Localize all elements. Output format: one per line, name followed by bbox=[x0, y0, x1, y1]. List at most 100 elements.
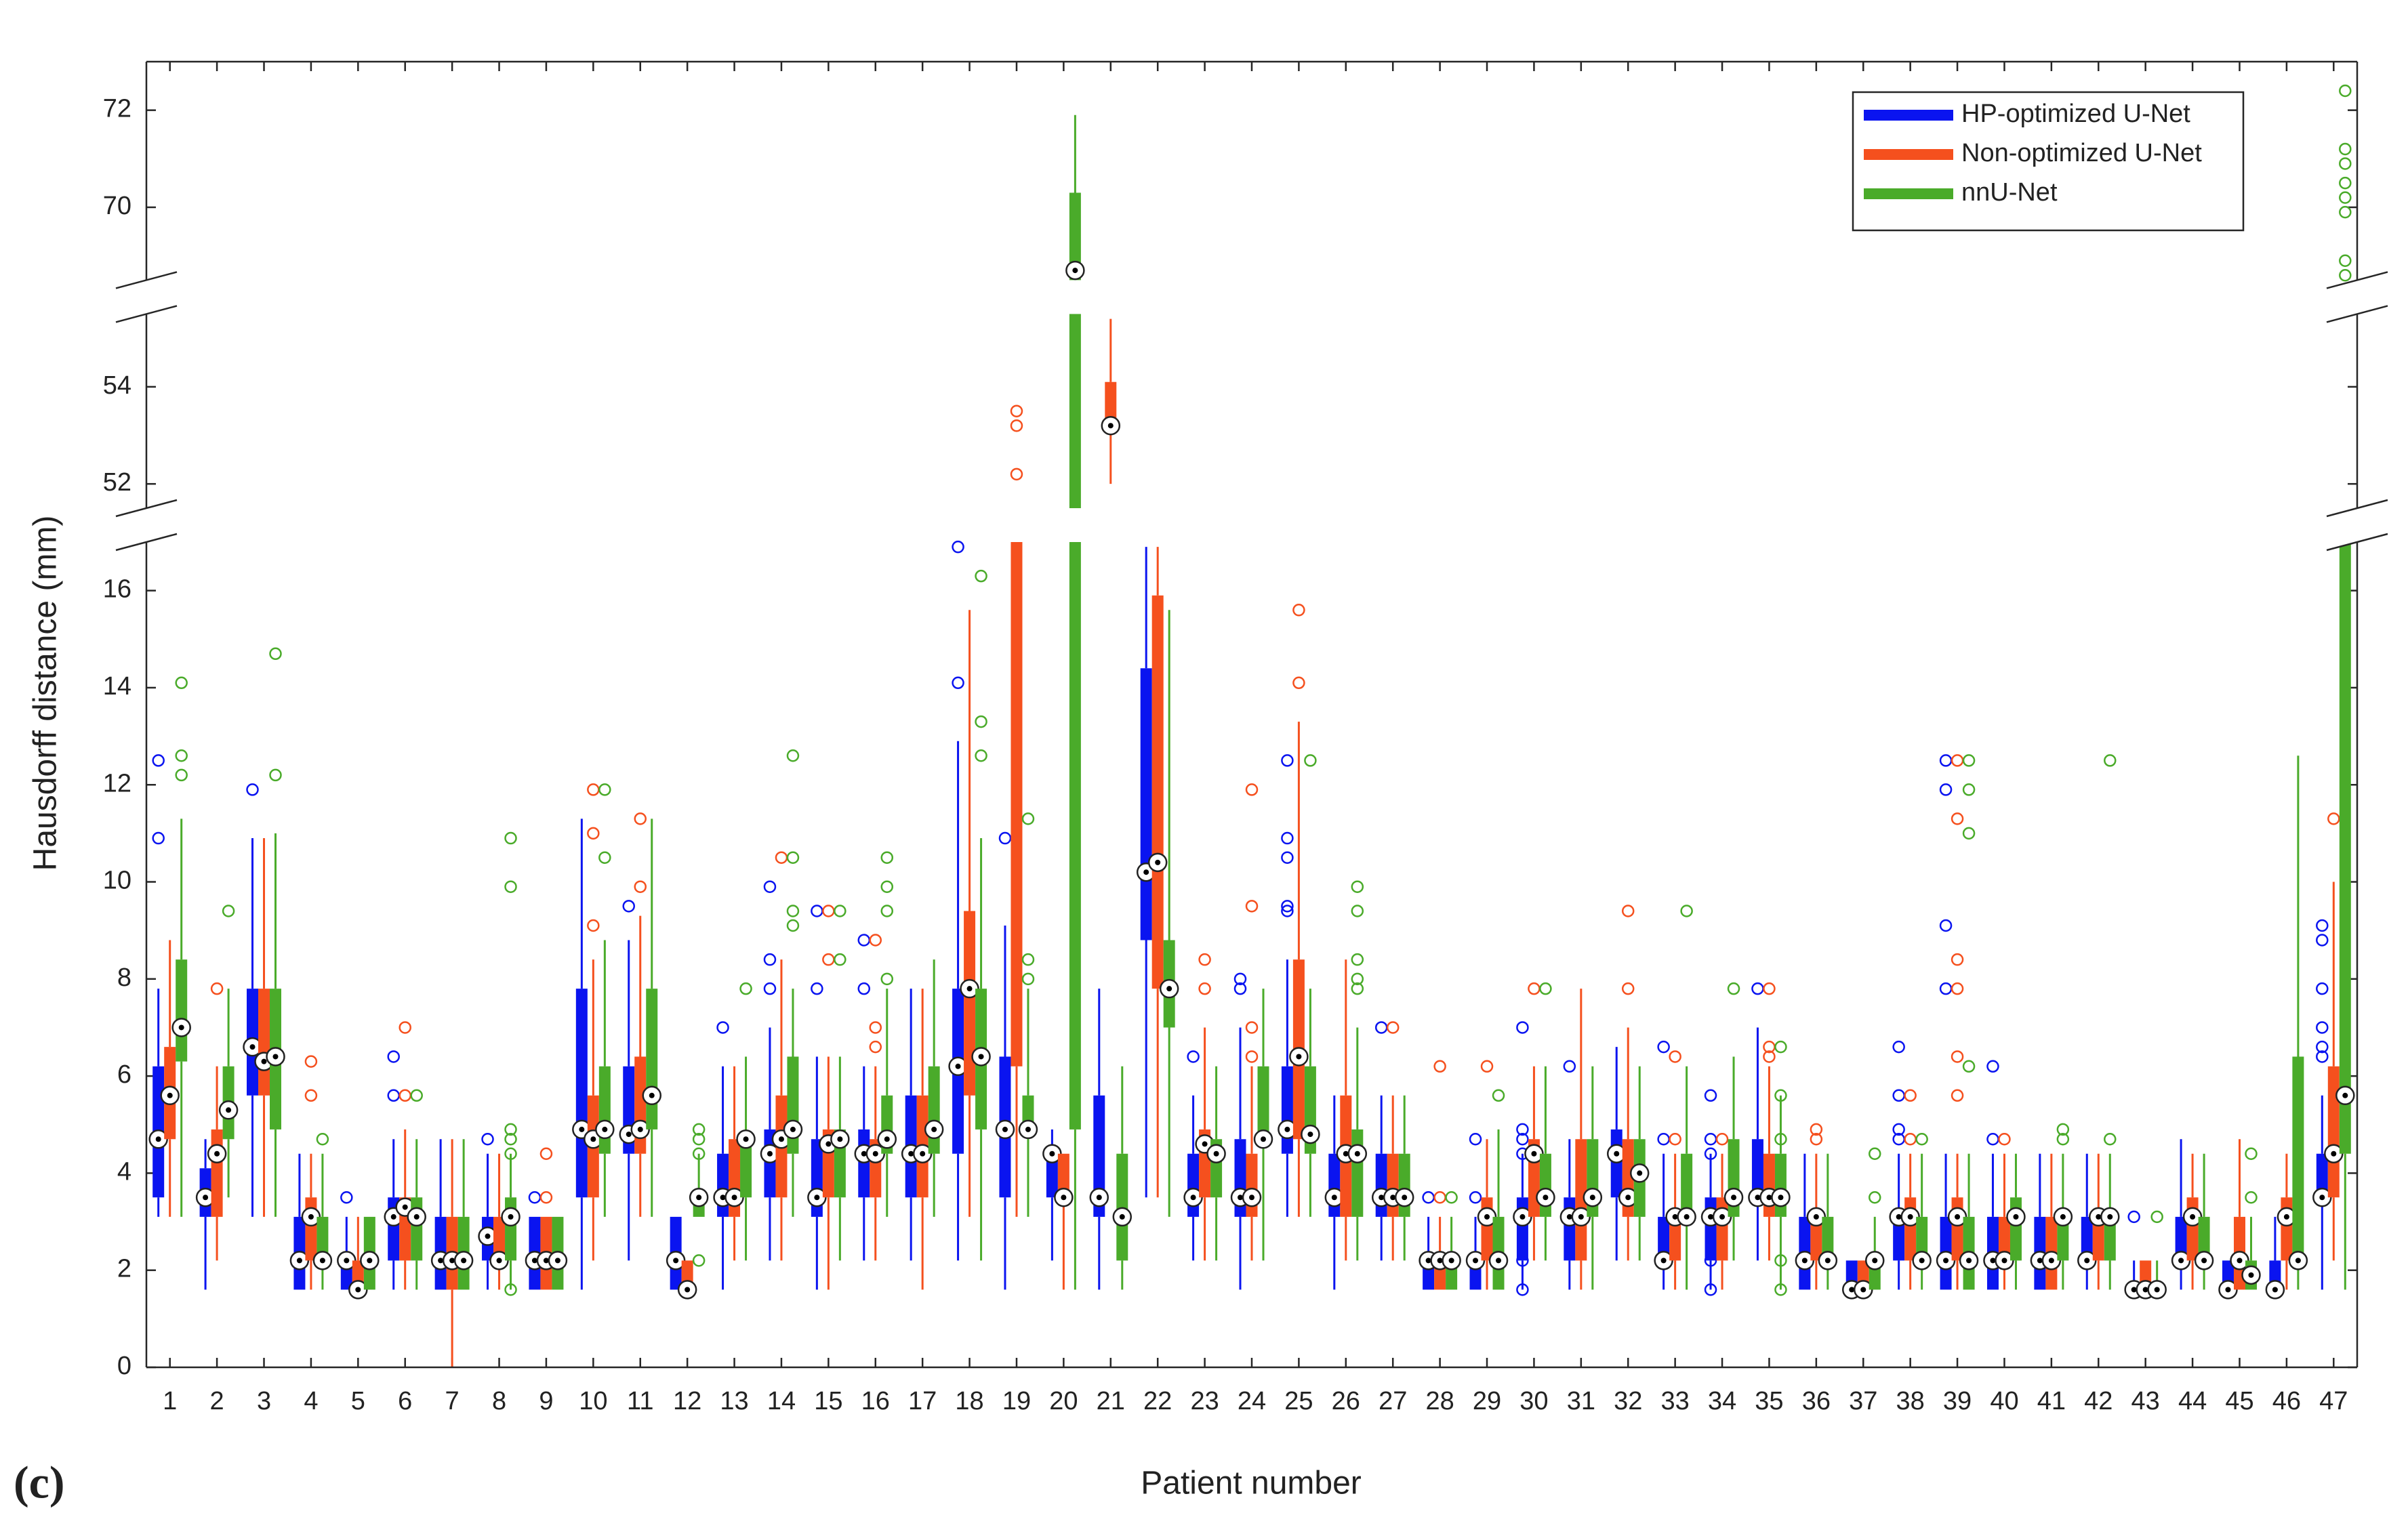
median-dot bbox=[1049, 1150, 1055, 1157]
median-dot bbox=[2096, 1214, 2102, 1220]
outlier bbox=[880, 905, 894, 917]
median-dot bbox=[1025, 1126, 1031, 1132]
outlier bbox=[692, 1133, 706, 1146]
outlier bbox=[504, 831, 517, 845]
median-dot bbox=[402, 1204, 408, 1210]
outlier bbox=[1374, 1021, 1388, 1034]
box bbox=[1375, 1153, 1387, 1217]
x-tick-label: 42 bbox=[2084, 1387, 2113, 1415]
outlier bbox=[1774, 1254, 1787, 1267]
box bbox=[1564, 1197, 1576, 1261]
x-tick-label: 41 bbox=[2037, 1387, 2066, 1415]
median-dot bbox=[778, 1136, 784, 1142]
box bbox=[211, 1129, 223, 1217]
outlier bbox=[1021, 812, 1035, 825]
x-tick-label: 26 bbox=[1332, 1387, 1360, 1415]
median-dot bbox=[390, 1214, 396, 1220]
box bbox=[1387, 1153, 1399, 1217]
box bbox=[2198, 1216, 2210, 1261]
median-dot bbox=[1778, 1195, 1784, 1201]
median-dot bbox=[1990, 1258, 1996, 1264]
outlier bbox=[399, 1021, 411, 1034]
median-dot bbox=[1331, 1195, 1337, 1201]
outlier bbox=[880, 851, 894, 864]
outlier bbox=[763, 982, 777, 995]
outlier bbox=[1245, 1021, 1259, 1034]
outlier bbox=[1198, 982, 1211, 995]
outlier bbox=[504, 880, 517, 893]
box bbox=[258, 989, 270, 1096]
median-dot bbox=[720, 1195, 726, 1201]
median-dot bbox=[1213, 1150, 1219, 1157]
outlier bbox=[786, 919, 800, 932]
median-dot bbox=[2331, 1150, 2337, 1157]
y-tick-label: 70 bbox=[103, 192, 131, 220]
outlier bbox=[834, 905, 846, 917]
x-tick-label: 19 bbox=[1002, 1387, 1031, 1415]
outlier bbox=[175, 676, 188, 690]
outlier bbox=[1951, 1089, 1964, 1102]
median-dot bbox=[2201, 1258, 2207, 1264]
outlier bbox=[692, 1123, 706, 1136]
outlier bbox=[716, 1021, 729, 1034]
outlier bbox=[175, 768, 188, 782]
median-dot bbox=[554, 1258, 560, 1264]
y-tick-label: 52 bbox=[103, 468, 131, 497]
outlier bbox=[2316, 919, 2329, 932]
x-tick-label: 2 bbox=[210, 1387, 224, 1415]
box bbox=[505, 1197, 517, 1261]
median-dot bbox=[1155, 859, 1161, 865]
y-tick-label: 14 bbox=[103, 672, 131, 701]
median-dot bbox=[155, 1136, 161, 1142]
median-dot bbox=[1860, 1287, 1866, 1293]
median-dot bbox=[1425, 1258, 1431, 1264]
box bbox=[2327, 1066, 2340, 1198]
median-dot bbox=[226, 1107, 232, 1113]
outlier bbox=[1010, 405, 1023, 417]
outlier bbox=[869, 1040, 882, 1054]
outlier bbox=[2316, 1021, 2329, 1034]
median-dot bbox=[1966, 1258, 1972, 1264]
median-dot bbox=[1943, 1258, 1949, 1264]
box bbox=[1810, 1216, 1822, 1261]
box bbox=[1904, 1197, 1917, 1261]
outlier bbox=[410, 1089, 423, 1102]
box bbox=[2081, 1216, 2093, 1261]
outlier bbox=[775, 851, 788, 864]
box bbox=[2339, 542, 2351, 1154]
outlier bbox=[634, 812, 647, 825]
median-dot bbox=[872, 1150, 878, 1157]
outlier bbox=[2316, 1050, 2329, 1063]
outlier bbox=[811, 905, 823, 917]
box bbox=[1951, 1197, 1963, 1261]
median-dot bbox=[1390, 1195, 1396, 1201]
median-dot bbox=[485, 1233, 491, 1239]
x-tick-label: 43 bbox=[2131, 1387, 2160, 1415]
outlier bbox=[1939, 754, 1953, 767]
outlier bbox=[786, 749, 800, 762]
outlier bbox=[692, 1147, 706, 1161]
median-dot bbox=[1096, 1195, 1102, 1201]
x-tick-label: 37 bbox=[1849, 1387, 1877, 1415]
median-dot bbox=[2154, 1287, 2160, 1293]
outlier bbox=[811, 982, 823, 995]
median-dot bbox=[1437, 1258, 1443, 1264]
median-dot bbox=[1919, 1258, 1925, 1264]
outlier bbox=[1516, 1254, 1529, 1267]
box bbox=[2292, 1056, 2304, 1261]
outlier bbox=[1010, 468, 1023, 481]
outlier bbox=[1492, 1089, 1505, 1102]
box bbox=[1187, 1153, 1200, 1217]
outlier bbox=[1704, 1147, 1717, 1161]
box bbox=[646, 989, 658, 1129]
median-dot bbox=[602, 1126, 608, 1132]
legend-label: HP-optimized U-Net bbox=[1961, 100, 2190, 128]
box bbox=[634, 1056, 647, 1154]
median-dot bbox=[1107, 423, 1114, 429]
median-dot bbox=[543, 1258, 549, 1264]
median-dot bbox=[2048, 1258, 2054, 1264]
box bbox=[2175, 1216, 2187, 1261]
median-dot bbox=[272, 1054, 279, 1060]
box bbox=[2281, 1197, 2293, 1261]
y-tick-label: 8 bbox=[117, 963, 131, 992]
